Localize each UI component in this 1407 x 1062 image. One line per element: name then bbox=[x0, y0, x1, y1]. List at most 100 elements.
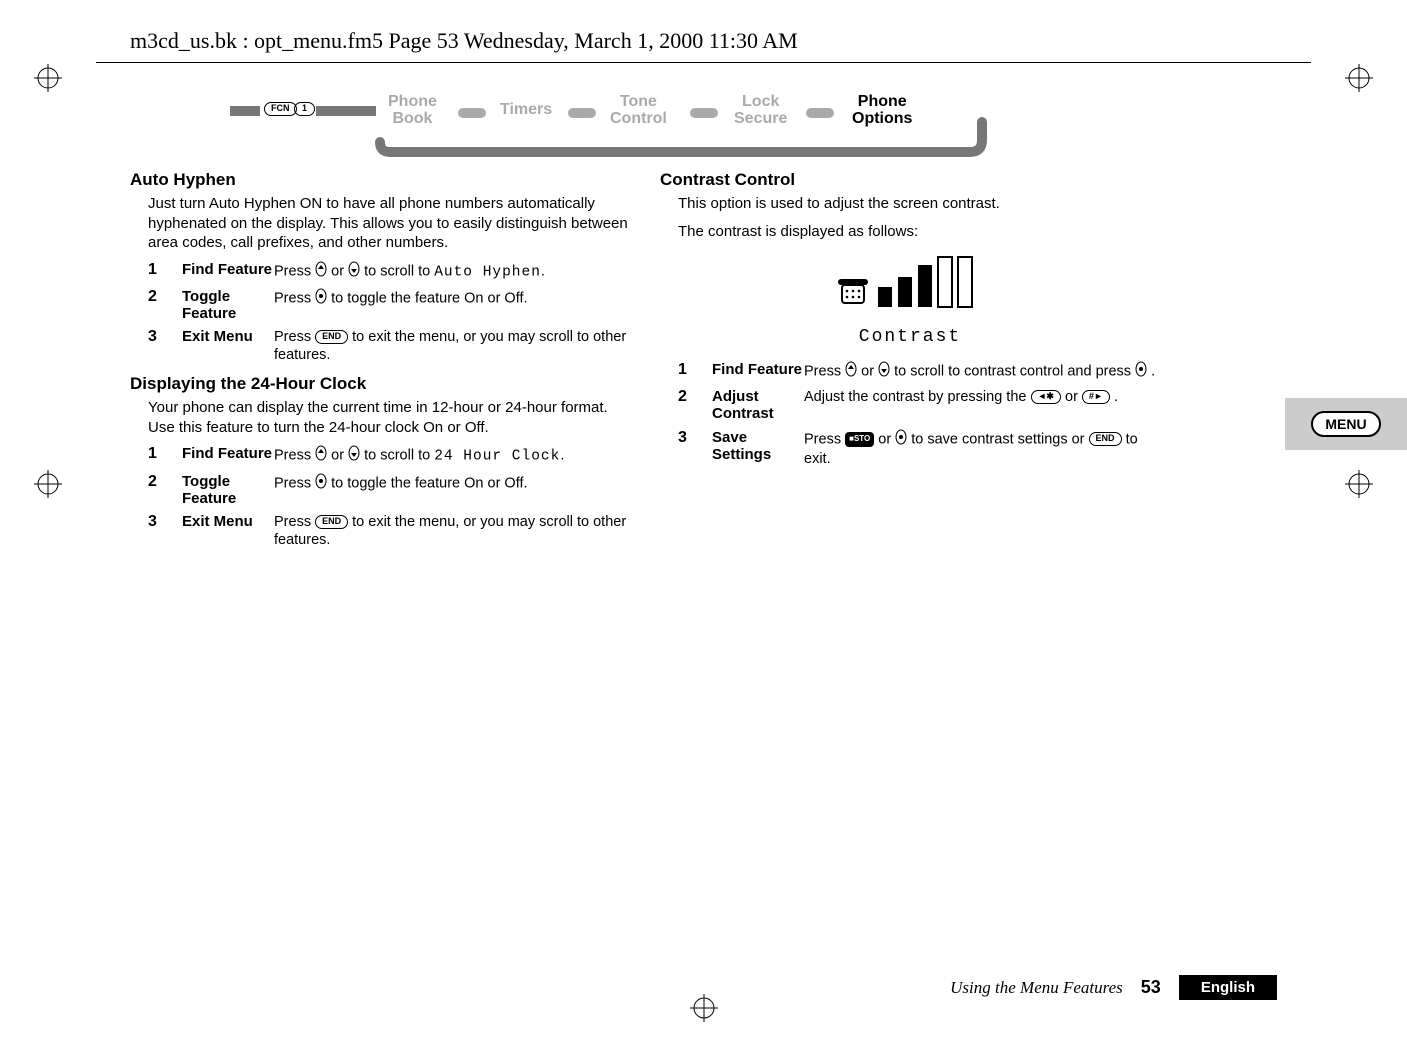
nav-label-line: Secure bbox=[734, 110, 787, 127]
text-fragment: Press bbox=[804, 431, 845, 447]
end-key-icon: END bbox=[1089, 432, 1122, 446]
contrast-display-label: Contrast bbox=[820, 327, 1000, 347]
nav-up-icon bbox=[315, 445, 327, 466]
end-key-icon: END bbox=[315, 515, 348, 529]
step-description: Press to toggle the feature On or Off. bbox=[274, 473, 630, 508]
text-fragment: or bbox=[331, 448, 348, 464]
step-number: 2 bbox=[148, 288, 182, 323]
section-body: This option is used to adjust the screen… bbox=[678, 194, 1160, 214]
display-text: Auto Hyphen bbox=[434, 264, 541, 280]
nav-down-icon bbox=[348, 261, 360, 282]
text-fragment: Press bbox=[274, 263, 315, 279]
text-fragment: Press bbox=[274, 329, 315, 345]
nav-timers: Timers bbox=[500, 102, 552, 119]
nav-up-icon bbox=[845, 361, 857, 382]
section-body: Your phone can display the current time … bbox=[148, 398, 630, 437]
step-row: 3 Exit Menu Press END to exit the menu, … bbox=[148, 328, 630, 364]
text-fragment: to toggle the feature On or Off. bbox=[331, 475, 527, 491]
nav-label-line: Control bbox=[610, 110, 667, 127]
step-row: 3 Exit Menu Press END to exit the menu, … bbox=[148, 513, 630, 549]
nav-label-line: Book bbox=[392, 110, 432, 127]
step-label: Find Feature bbox=[182, 261, 274, 282]
registration-mark-icon bbox=[34, 64, 62, 92]
step-row: 1 Find Feature Press or to scroll to con… bbox=[678, 361, 1160, 382]
text-fragment: to scroll to contrast control and press bbox=[894, 363, 1135, 379]
nav-connector-icon bbox=[690, 108, 718, 118]
hash-key-icon: #► bbox=[1082, 390, 1110, 404]
nav-lock-secure: Lock Secure bbox=[734, 94, 787, 128]
step-label: Toggle Feature bbox=[182, 473, 274, 508]
text-fragment: to scroll to bbox=[364, 263, 434, 279]
step-description: Adjust the contrast by pressing the ◄✱ o… bbox=[804, 388, 1160, 423]
text-fragment: or bbox=[878, 431, 895, 447]
text-fragment: Press bbox=[274, 514, 315, 530]
registration-mark-icon bbox=[690, 994, 718, 1022]
text-fragment: or bbox=[331, 263, 348, 279]
nav-label-line: Phone bbox=[388, 93, 437, 110]
nav-connector-icon bbox=[568, 108, 596, 118]
text-fragment: Press bbox=[274, 475, 315, 491]
nav-tone-control: Tone Control bbox=[610, 94, 667, 128]
section-title-contrast: Contrast Control bbox=[660, 170, 1160, 190]
step-label: Find Feature bbox=[182, 445, 274, 466]
page-header-line: m3cd_us.bk : opt_menu.fm5 Page 53 Wednes… bbox=[130, 28, 798, 54]
text-fragment: to scroll to bbox=[364, 448, 434, 464]
star-key-icon: ◄✱ bbox=[1031, 390, 1061, 404]
step-number: 1 bbox=[148, 261, 182, 282]
step-number: 3 bbox=[148, 513, 182, 549]
text-fragment: Press bbox=[804, 363, 845, 379]
footer-section-name: Using the Menu Features bbox=[950, 978, 1123, 998]
text-fragment: or bbox=[1065, 389, 1082, 405]
step-label: Find Feature bbox=[712, 361, 804, 382]
text-fragment: Adjust the contrast by pressing the bbox=[804, 389, 1031, 405]
key-label: # bbox=[1089, 391, 1094, 401]
display-text: 24 Hour Clock bbox=[434, 449, 560, 465]
content-area: Auto Hyphen Just turn Auto Hyphen ON to … bbox=[130, 170, 1277, 555]
nav-select-icon bbox=[895, 429, 907, 450]
nav-connector-icon bbox=[458, 108, 486, 118]
text-fragment: . bbox=[1114, 389, 1118, 405]
nav-label-line: Phone bbox=[858, 93, 907, 110]
page-footer: Using the Menu Features 53 English bbox=[950, 975, 1277, 1000]
step-number: 1 bbox=[148, 445, 182, 466]
left-column: Auto Hyphen Just turn Auto Hyphen ON to … bbox=[130, 170, 630, 555]
step-description: Press to toggle the feature On or Off. bbox=[274, 288, 630, 323]
footer-page-number: 53 bbox=[1141, 977, 1161, 998]
text-fragment: or bbox=[861, 363, 878, 379]
step-description: Press or to scroll to Auto Hyphen. bbox=[274, 261, 630, 282]
registration-mark-icon bbox=[1345, 64, 1373, 92]
nav-connector-icon bbox=[806, 108, 834, 118]
step-label: Adjust Contrast bbox=[712, 388, 804, 423]
nav-up-icon bbox=[315, 261, 327, 282]
step-number: 2 bbox=[678, 388, 712, 423]
nav-label-line: Options bbox=[852, 110, 912, 127]
step-label: Save Settings bbox=[712, 429, 804, 468]
step-row: 2 Toggle Feature Press to toggle the fea… bbox=[148, 288, 630, 323]
nav-select-icon bbox=[315, 473, 327, 494]
text-fragment: Press bbox=[274, 448, 315, 464]
step-label: Toggle Feature bbox=[182, 288, 274, 323]
step-number: 3 bbox=[678, 429, 712, 468]
nav-down-icon bbox=[348, 445, 360, 466]
end-key-icon: END bbox=[315, 330, 348, 344]
section-body: The contrast is displayed as follows: bbox=[678, 222, 1160, 242]
section-body: Just turn Auto Hyphen ON to have all pho… bbox=[148, 194, 630, 253]
nav-select-icon bbox=[1135, 361, 1147, 382]
sto-key-icon: ■STO bbox=[845, 432, 874, 447]
key-label: ✱ bbox=[1046, 391, 1054, 401]
step-description: Press END to exit the menu, or you may s… bbox=[274, 328, 630, 364]
registration-mark-icon bbox=[34, 470, 62, 498]
step-row: 2 Toggle Feature Press to toggle the fea… bbox=[148, 473, 630, 508]
footer-language-box: English bbox=[1179, 975, 1277, 1000]
header-rule bbox=[96, 62, 1311, 63]
text-fragment: . bbox=[1151, 363, 1155, 379]
step-number: 1 bbox=[678, 361, 712, 382]
step-row: 2 Adjust Contrast Adjust the contrast by… bbox=[678, 388, 1160, 423]
nav-label-line: Tone bbox=[620, 93, 657, 110]
nav-label-line: Lock bbox=[742, 93, 779, 110]
step-description: Press or to scroll to contrast control a… bbox=[804, 361, 1160, 382]
menu-nav-bar: FCN 1 Phone Book Timers Tone Control Loc… bbox=[230, 90, 990, 160]
step-number: 2 bbox=[148, 473, 182, 508]
step-description: Press or to scroll to 24 Hour Clock. bbox=[274, 445, 630, 466]
step-row: 1 Find Feature Press or to scroll to 24 … bbox=[148, 445, 630, 466]
